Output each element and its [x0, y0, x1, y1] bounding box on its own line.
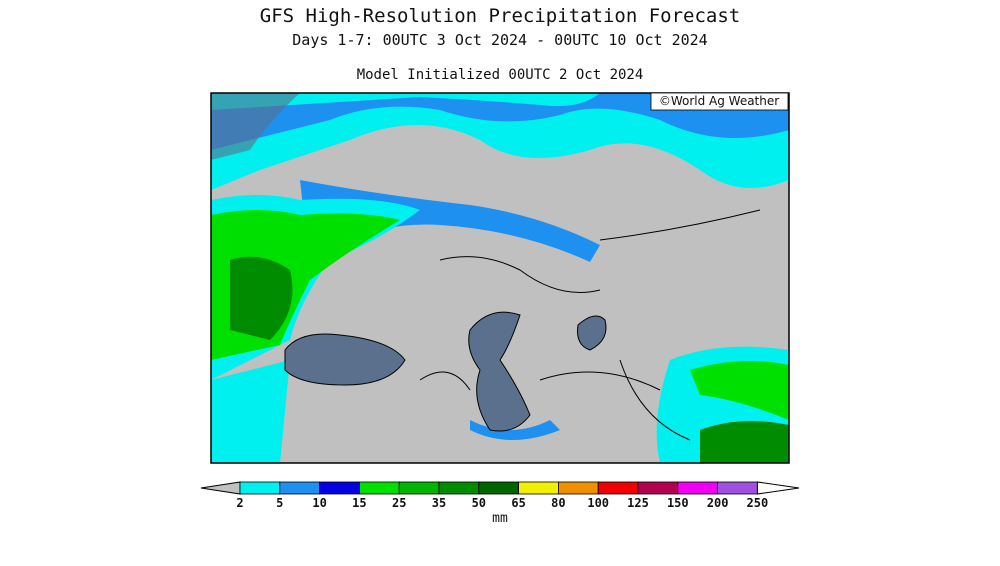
- color-swatch: [717, 481, 758, 495]
- over-arrow: [756, 481, 800, 495]
- color-swatch: [438, 481, 480, 495]
- color-swatch: [358, 481, 400, 495]
- colorbar-label: 65: [511, 496, 525, 510]
- colorbar-label: 10: [312, 496, 326, 510]
- color-swatch: [637, 481, 679, 495]
- precip-east-green: [690, 361, 789, 420]
- subtitle: Days 1-7: 00UTC 3 Oct 2024 - 00UTC 10 Oc…: [292, 31, 707, 49]
- color-swatch: [239, 481, 281, 495]
- caspian-sea: [468, 311, 531, 432]
- unit: mm: [492, 511, 508, 526]
- baltic: [211, 93, 300, 160]
- colorbar: 2 5 10 15 25 35 50 65 80 100 125 150 200 250: [200, 481, 800, 510]
- precip-cyan: [211, 93, 789, 190]
- colorbar-label: 2: [236, 496, 243, 510]
- colorbar-label: 15: [352, 496, 366, 510]
- colorbar-label: 5: [276, 496, 283, 510]
- color-swatch: [518, 481, 559, 495]
- colorbar-label: 80: [551, 496, 565, 510]
- precip-caspian: [470, 420, 560, 440]
- map: [211, 93, 789, 463]
- precip-darkgreen: [230, 256, 293, 340]
- colorbar-label: 100: [587, 496, 609, 510]
- precip-blue: [211, 93, 789, 150]
- color-swatch: [478, 481, 519, 495]
- colorbar-label: 50: [472, 496, 486, 510]
- colorbar-label: 25: [392, 496, 406, 510]
- map-frame: [210, 92, 790, 464]
- borders: [419, 209, 761, 441]
- init-time: Model Initialized 00UTC 2 Oct 2024: [357, 67, 644, 83]
- precip-cyan-top: [211, 93, 600, 110]
- color-swatch: [398, 481, 440, 495]
- colorbar-label: 35: [432, 496, 446, 510]
- title: GFS High-Resolution Precipitation Foreca…: [260, 5, 740, 27]
- aral-sea: [577, 315, 607, 351]
- color-swatch: [558, 481, 599, 495]
- precip-southeast: [700, 421, 789, 463]
- credit-box: [650, 92, 789, 111]
- colorbar-label: 125: [627, 496, 649, 510]
- precip-southwest: [211, 360, 290, 463]
- black-sea: [284, 333, 406, 386]
- colorbar-label: 200: [707, 496, 729, 510]
- colorbar-label: 250: [747, 496, 769, 510]
- colorbar-label: 150: [667, 496, 689, 510]
- color-swatch: [677, 481, 718, 495]
- color-swatch: [279, 481, 320, 495]
- color-swatch: [319, 481, 360, 495]
- color-swatch: [597, 481, 639, 495]
- under-arrow: [200, 481, 241, 495]
- credit: ©World Ag Weather: [659, 94, 779, 108]
